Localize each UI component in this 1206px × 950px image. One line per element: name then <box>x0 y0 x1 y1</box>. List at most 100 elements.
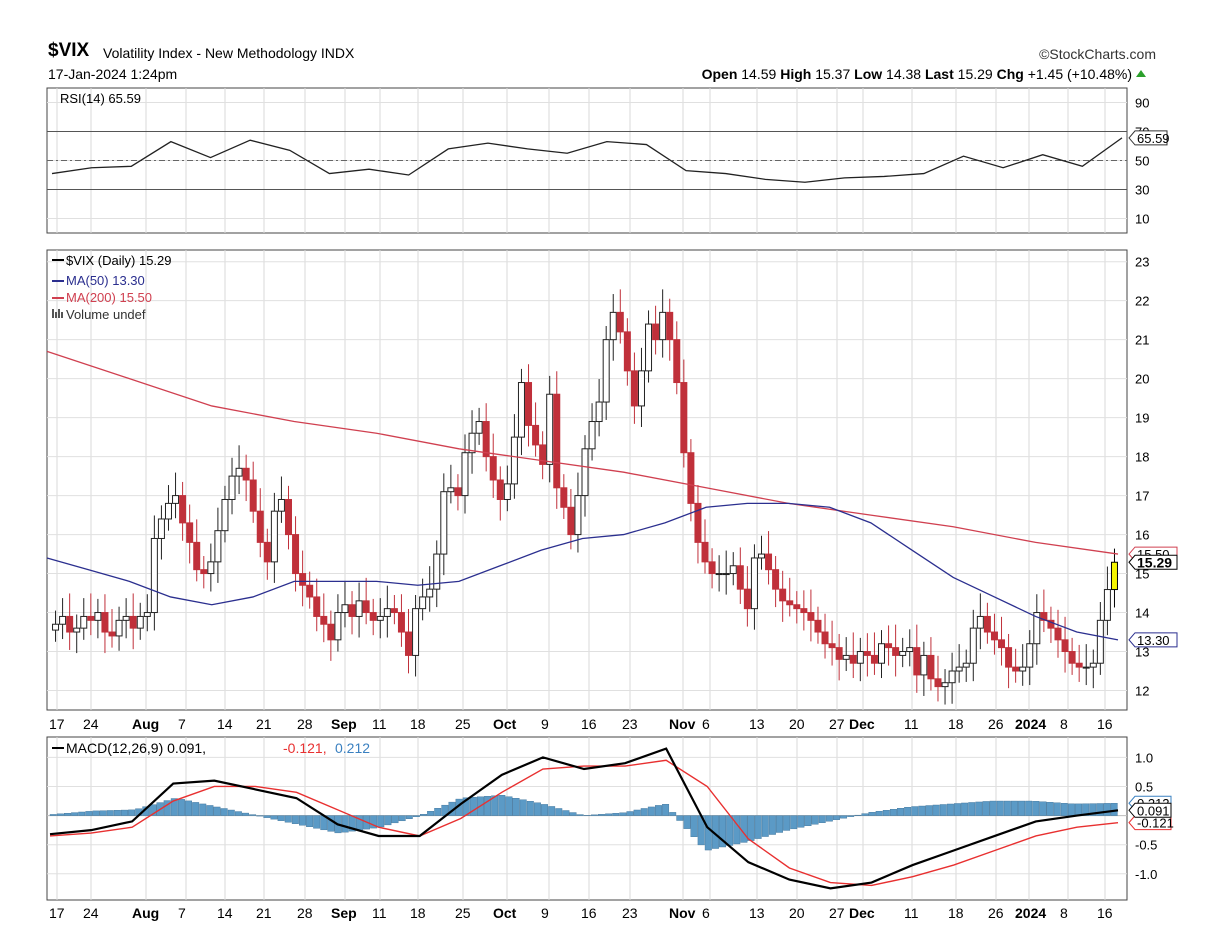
macd-histogram-bar <box>868 812 876 816</box>
candle-body <box>242 467 250 481</box>
candle-body <box>355 600 363 617</box>
candle-body <box>1075 662 1083 668</box>
macd-histogram-bar <box>840 815 848 819</box>
macd-histogram-bar <box>249 814 257 816</box>
candle-body <box>221 498 229 532</box>
candle-body <box>567 506 575 536</box>
macd-histogram-bar <box>804 815 812 827</box>
ma50-last-value-marker <box>1128 632 1178 648</box>
candle-body <box>743 588 751 610</box>
macd-histogram-bar <box>1046 802 1054 816</box>
macd-histogram-bar <box>299 815 306 826</box>
price-x-tick-label: 21 <box>256 716 272 732</box>
volume-legend-icon <box>58 309 60 318</box>
brand-watermark[interactable]: ©StockCharts.com <box>1039 46 1156 62</box>
candle-body <box>263 541 271 563</box>
macd-histogram-bar <box>982 801 990 816</box>
macd-histogram-bar <box>99 810 107 816</box>
macd-histogram-bar <box>669 812 677 816</box>
candle-body <box>821 631 829 645</box>
macd-x-tick-label: 6 <box>702 905 710 921</box>
candle-body <box>369 612 377 621</box>
macd-x-tick-label: 2024 <box>1015 905 1046 921</box>
candle-body <box>172 495 180 504</box>
macd-x-tick-label: Sep <box>331 905 357 921</box>
candle-body <box>433 553 441 590</box>
candle-body <box>701 541 709 563</box>
price-tick-label: 20 <box>1135 372 1149 387</box>
macd-histogram-bar <box>875 811 883 816</box>
macd-x-tick-label: 14 <box>217 905 233 921</box>
macd-histogram-bar <box>740 815 748 843</box>
candle-body <box>814 619 822 633</box>
macd-histogram-bar <box>526 801 534 816</box>
macd-x-tick-label: 8 <box>1060 905 1068 921</box>
candle-body <box>602 339 610 403</box>
candle-body <box>1047 619 1055 629</box>
macd-x-tick-label: 21 <box>256 905 272 921</box>
macd-tick-label: 1.0 <box>1135 750 1153 765</box>
macd-last-value-label: 0.091 <box>1137 803 1170 818</box>
rsi-tick-label: 50 <box>1135 154 1149 169</box>
macd-histogram-bar <box>106 810 114 816</box>
candle-body <box>1096 619 1104 664</box>
ma200-legend: MA(200) 15.50 <box>66 290 152 305</box>
candle-body <box>249 479 257 512</box>
macd-histogram-bar <box>954 803 961 816</box>
macd-histogram-bar <box>384 815 392 826</box>
volume-legend-icon <box>61 312 63 318</box>
macd-histogram-bar <box>548 806 556 816</box>
candle-body <box>517 382 525 438</box>
macd-histogram-bar <box>690 815 698 837</box>
price-tick-label: 21 <box>1135 333 1149 348</box>
candle-body <box>609 311 617 341</box>
candle-body <box>652 323 660 341</box>
price-tick-label: 15 <box>1135 567 1149 582</box>
price-tick-label: 14 <box>1135 606 1149 621</box>
macd-histogram-bar <box>227 809 235 816</box>
macd-histogram-bar <box>818 815 826 823</box>
macd-x-tick-label: Dec <box>849 905 875 921</box>
macd-histogram-bar <box>56 813 64 816</box>
macd-histogram-bar <box>206 805 214 816</box>
price-tick-label: 18 <box>1135 450 1149 465</box>
price-last-value-marker <box>1128 554 1178 570</box>
price-x-tick-label: Oct <box>493 716 517 732</box>
candle-body <box>892 647 900 656</box>
macd-histogram-bar <box>626 811 634 816</box>
candle-body <box>623 331 631 372</box>
candle-body <box>383 608 391 617</box>
macd-histogram-bar <box>1025 800 1033 816</box>
candle-body <box>405 631 413 656</box>
macd-x-tick-label: 20 <box>789 905 805 921</box>
macd-panel-frame <box>46 736 1128 901</box>
candle-body <box>525 382 533 426</box>
candle-body <box>292 534 300 575</box>
macd-last-value-marker <box>1128 802 1172 818</box>
macd-x-tick-label: 26 <box>988 905 1004 921</box>
macd-histogram-bar <box>704 815 712 851</box>
candle-body <box>214 530 222 563</box>
macd-histogram-bar <box>576 814 584 816</box>
macd-histogram-bar <box>306 815 314 827</box>
macd-legend-hist: 0.212 <box>335 740 370 756</box>
macd-x-tick-label: 27 <box>829 905 845 921</box>
macd-legend-signal: -0.121, <box>283 740 327 756</box>
macd-histogram-bar <box>213 806 221 816</box>
candle-body <box>800 608 808 614</box>
macd-histogram-bar <box>177 799 185 816</box>
candle-body <box>503 483 511 500</box>
candle-body <box>440 491 448 555</box>
macd-histogram-bar <box>968 802 976 816</box>
candle-body <box>1012 666 1020 672</box>
price-x-tick-label: 11 <box>372 716 387 732</box>
candle-body <box>59 615 67 625</box>
price-x-tick-label: 11 <box>904 716 919 732</box>
macd-x-tick-label: 24 <box>83 905 99 921</box>
candle-body <box>256 510 264 543</box>
macd-histogram-bar <box>120 809 128 816</box>
macd-x-tick-label: 11 <box>372 905 387 921</box>
macd-histogram-bar <box>1011 800 1018 816</box>
macd-histogram-bar <box>512 798 520 816</box>
